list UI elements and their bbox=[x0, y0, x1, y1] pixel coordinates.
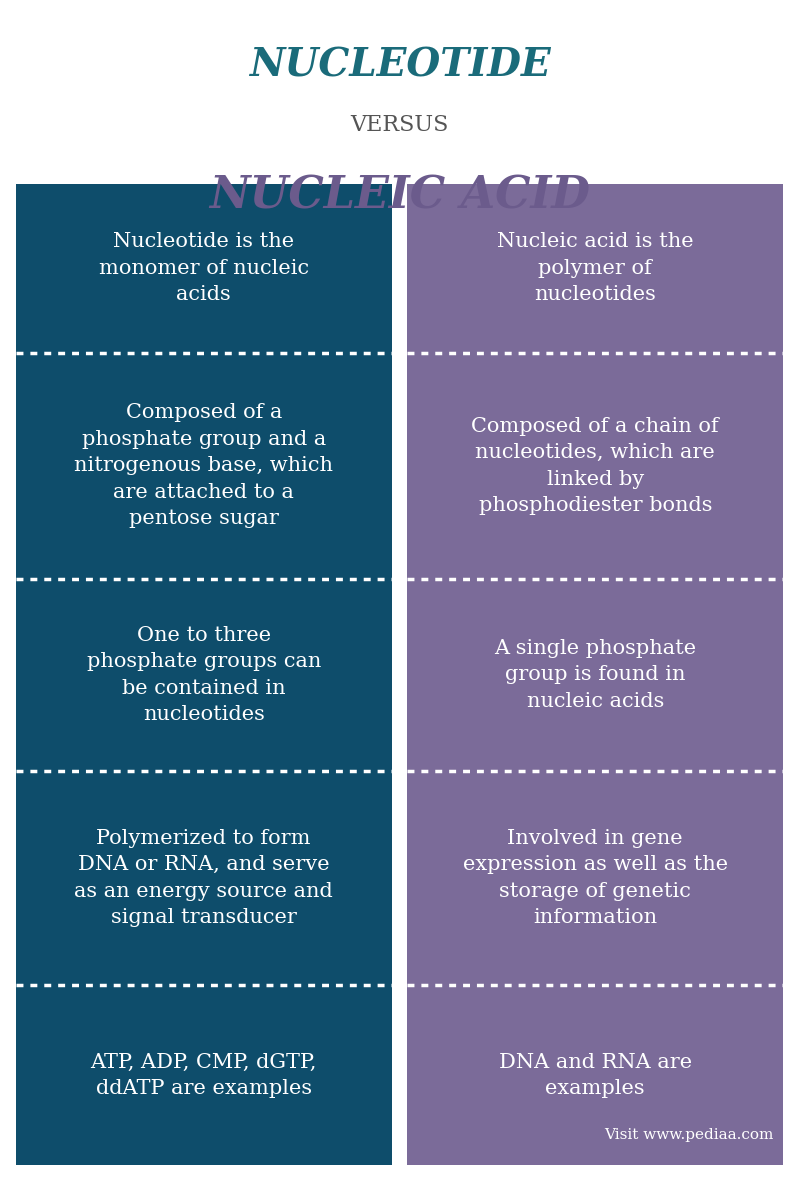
Bar bbox=[16, 770, 392, 986]
Text: Involved in gene
expression as well as the
storage of genetic
information: Involved in gene expression as well as t… bbox=[463, 829, 728, 927]
Bar bbox=[407, 184, 783, 353]
Text: Nucleic acid is the
polymer of
nucleotides: Nucleic acid is the polymer of nucleotid… bbox=[497, 233, 694, 304]
Text: ATP, ADP, CMP, dGTP,
ddATP are examples: ATP, ADP, CMP, dGTP, ddATP are examples bbox=[90, 1052, 317, 1097]
Text: Polymerized to form
DNA or RNA, and serve
as an energy source and
signal transdu: Polymerized to form DNA or RNA, and serv… bbox=[74, 829, 333, 927]
Bar bbox=[16, 353, 392, 579]
Bar bbox=[407, 579, 783, 770]
Text: A single phosphate
group is found in
nucleic acids: A single phosphate group is found in nuc… bbox=[495, 638, 696, 711]
Bar bbox=[407, 770, 783, 986]
Text: NUCLEOTIDE: NUCLEOTIDE bbox=[248, 46, 551, 84]
Text: Nucleotide is the
monomer of nucleic
acids: Nucleotide is the monomer of nucleic aci… bbox=[99, 233, 308, 304]
Bar bbox=[407, 353, 783, 579]
Text: Visit www.pediaa.com: Visit www.pediaa.com bbox=[605, 1128, 773, 1143]
Text: NUCLEIC ACID: NUCLEIC ACID bbox=[209, 175, 590, 218]
Bar bbox=[16, 986, 392, 1165]
Text: DNA and RNA are
examples: DNA and RNA are examples bbox=[499, 1052, 692, 1097]
Text: VERSUS: VERSUS bbox=[350, 114, 449, 136]
Text: One to three
phosphate groups can
be contained in
nucleotides: One to three phosphate groups can be con… bbox=[86, 625, 321, 724]
Bar bbox=[407, 986, 783, 1165]
Bar bbox=[16, 579, 392, 770]
Text: Composed of a
phosphate group and a
nitrogenous base, which
are attached to a
pe: Composed of a phosphate group and a nitr… bbox=[74, 403, 333, 528]
Text: Composed of a chain of
nucleotides, which are
linked by
phosphodiester bonds: Composed of a chain of nucleotides, whic… bbox=[471, 416, 719, 515]
Bar bbox=[16, 184, 392, 353]
